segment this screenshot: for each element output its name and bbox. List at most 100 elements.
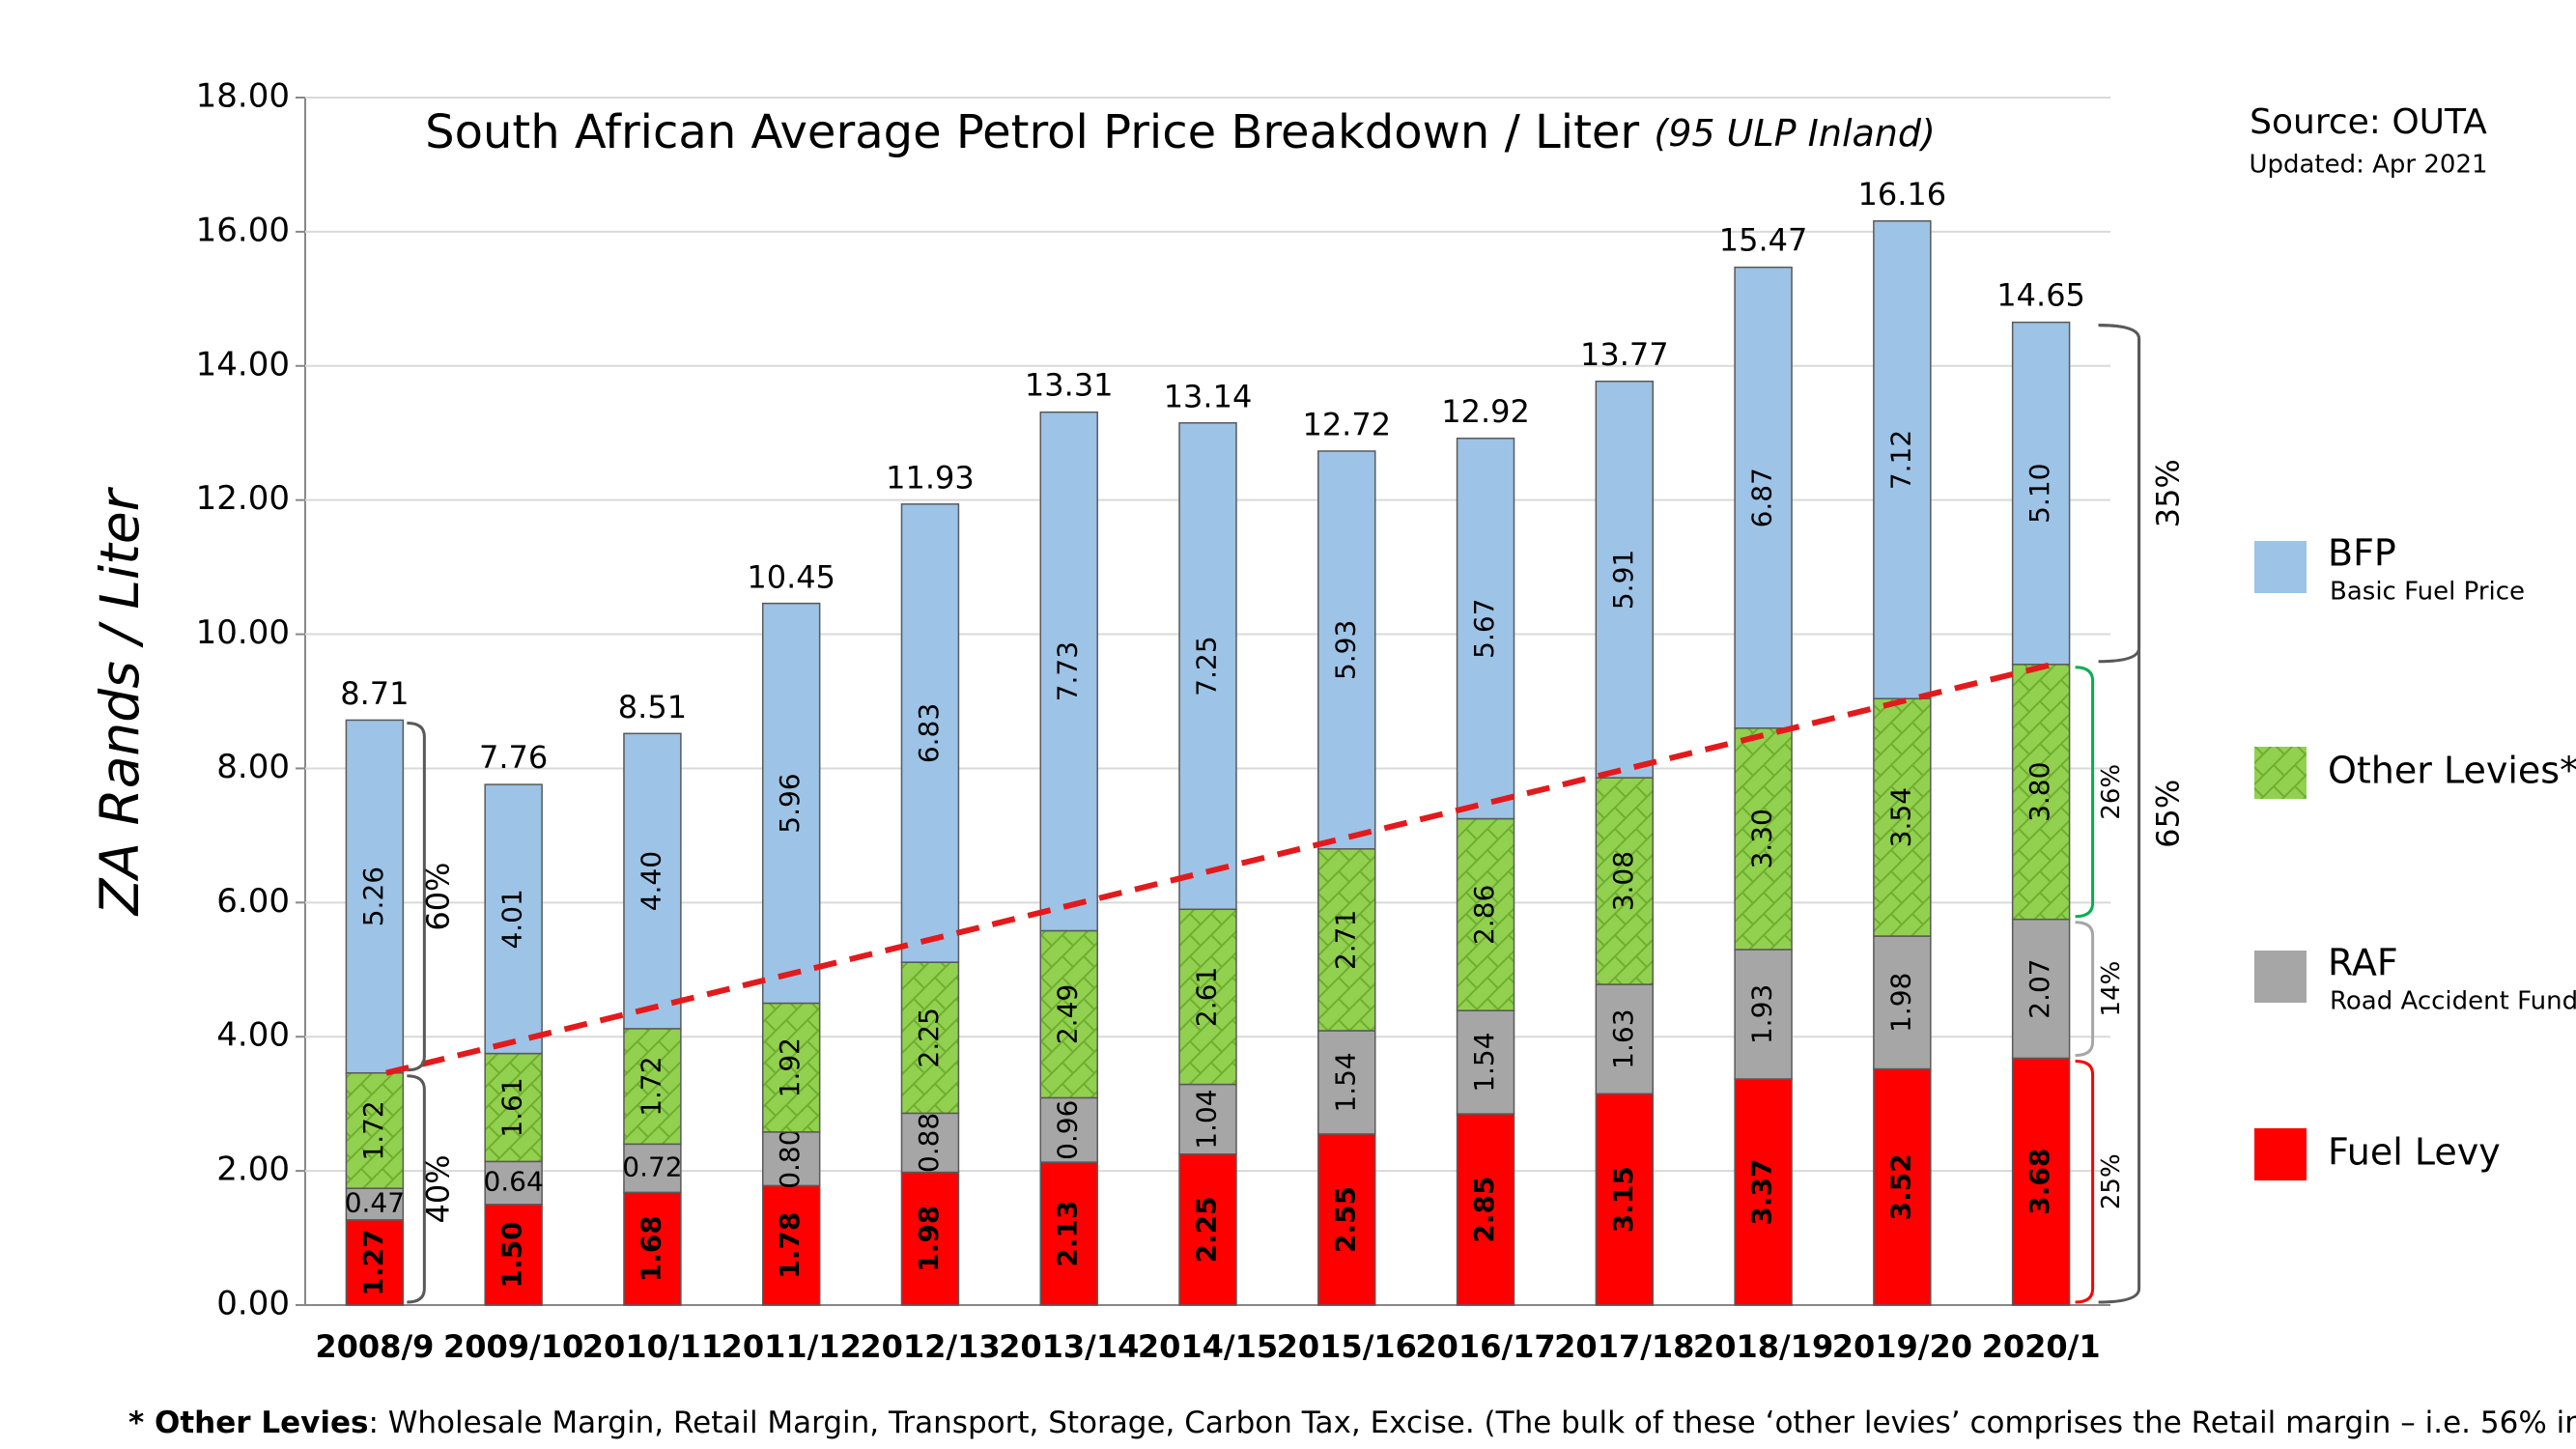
total-label: 12.72 — [1302, 407, 1391, 443]
bar-segment — [484, 1204, 543, 1306]
segment-label: 3.08 — [1607, 851, 1639, 911]
x-tick-label: 2011/12 — [722, 1328, 862, 1365]
total-label: 15.47 — [1719, 222, 1808, 259]
bar-segment — [1178, 1083, 1237, 1155]
segment-label: 0.64 — [483, 1166, 543, 1198]
bar-segment — [1734, 1078, 1793, 1306]
bar-segment — [1456, 817, 1515, 1011]
bracket — [2075, 1059, 2095, 1304]
bar-segment — [761, 602, 821, 1005]
segment-label: 3.52 — [1884, 1153, 1916, 1220]
annotation: 60% — [419, 863, 456, 931]
x-tick-label: 2015/16 — [1277, 1328, 1417, 1365]
segment-label: 2.25 — [1191, 1196, 1223, 1263]
segment-label: 1.63 — [1607, 1009, 1639, 1068]
bar-segment — [1178, 422, 1237, 911]
total-label: 14.65 — [1996, 277, 2085, 314]
segment-label: 5.91 — [1607, 550, 1639, 610]
bar-segment — [1039, 929, 1098, 1099]
total-label: 13.77 — [1580, 336, 1669, 373]
bar-segment — [484, 1052, 543, 1163]
x-tick-label: 2008/9 — [315, 1328, 434, 1365]
total-label: 13.31 — [1025, 367, 1114, 404]
x-tick-label: 2020/1 — [1982, 1328, 2101, 1365]
annotation: 40% — [419, 1154, 456, 1223]
bar-segment — [1734, 949, 1793, 1080]
footnote-bold: * Other Levies — [128, 1406, 368, 1440]
bar-segment — [1317, 1030, 1376, 1135]
segment-label: 1.54 — [1329, 1052, 1361, 1112]
bar-segment — [761, 1002, 821, 1133]
y-tick-label: 14.00 — [196, 345, 290, 384]
x-tick-label: 2019/20 — [1832, 1328, 1972, 1365]
segment-label: 2.49 — [1052, 984, 1084, 1044]
segment-label: 2.55 — [1329, 1186, 1361, 1253]
segment-label: 1.93 — [1746, 984, 1778, 1044]
total-label: 11.93 — [886, 460, 975, 497]
bar-segment — [1873, 935, 1932, 1070]
legend-swatch — [2254, 747, 2307, 799]
y-tick-label: 6.00 — [216, 882, 290, 921]
y-tick-label: 8.00 — [216, 748, 290, 786]
segment-label: 2.13 — [1052, 1200, 1084, 1266]
segment-label: 0.88 — [913, 1113, 945, 1173]
bar-segment — [623, 1191, 682, 1306]
legend-description: Basic Fuel Price — [2330, 578, 2525, 607]
segment-label: 5.26 — [357, 867, 389, 926]
bracket — [407, 1074, 426, 1304]
bar-segment — [2011, 664, 2071, 921]
segment-label: 4.40 — [635, 851, 666, 911]
bar-segment — [1039, 1096, 1098, 1163]
segment-label: 1.54 — [1468, 1032, 1500, 1092]
title-main: South African Average Petrol Price Break… — [425, 105, 1639, 159]
bar-segment — [345, 719, 405, 1074]
footnote: * Other Levies: Wholesale Margin, Retail… — [128, 1406, 2576, 1440]
annotation: 25% — [2097, 1153, 2126, 1209]
bar-segment — [345, 1219, 405, 1306]
legend-swatch — [2254, 951, 2307, 1003]
bar-segment — [1456, 438, 1515, 820]
segment-label: 1.68 — [635, 1215, 666, 1282]
legend-label: RAF — [2328, 942, 2398, 984]
segment-label: 2.86 — [1468, 885, 1500, 945]
bar-segment — [900, 1112, 960, 1174]
bar-segment — [2011, 321, 2071, 666]
bar-segment — [1039, 1161, 1098, 1306]
bar-segment — [1873, 697, 1932, 937]
segment-label: 1.98 — [1884, 973, 1916, 1033]
total-label: 7.76 — [479, 739, 548, 776]
bar-segment — [1595, 381, 1655, 779]
y-tick-label: 4.00 — [216, 1016, 290, 1055]
y-tick-label: 12.00 — [196, 479, 290, 518]
y-tick-label: 16.00 — [196, 211, 290, 249]
y-tick-label: 10.00 — [196, 613, 290, 652]
y-tick-label: 18.00 — [196, 77, 290, 116]
segment-label: 2.61 — [1191, 967, 1223, 1027]
segment-label: 7.25 — [1191, 636, 1223, 696]
segment-label: 5.67 — [1468, 598, 1500, 658]
bar-segment — [623, 732, 682, 1030]
x-tick-label: 2017/18 — [1554, 1328, 1694, 1365]
x-tick-label: 2012/13 — [860, 1328, 1000, 1365]
bracket — [2075, 921, 2095, 1057]
segment-label: 4.01 — [496, 889, 528, 949]
bar-segment — [484, 1160, 543, 1206]
total-label: 8.51 — [618, 689, 687, 725]
bar-segment — [484, 783, 543, 1055]
segment-label: 1.92 — [774, 1037, 806, 1097]
bar-segment — [1595, 777, 1655, 985]
updated: Updated: Apr 2021 — [2249, 151, 2487, 180]
legend-label: Other Levies* — [2328, 750, 2576, 792]
total-label: 12.92 — [1441, 393, 1530, 430]
annotation: 65% — [2150, 780, 2187, 848]
title-sub: (95 ULP Inland) — [1654, 112, 1935, 155]
legend-swatch — [2254, 541, 2307, 593]
bar-segment — [761, 1131, 821, 1187]
segment-label: 1.78 — [774, 1212, 806, 1279]
y-tick-label: 2.00 — [216, 1151, 290, 1189]
segment-label: 5.96 — [774, 773, 806, 833]
bar-segment — [623, 1028, 682, 1146]
y-tick-label: 0.00 — [216, 1285, 290, 1323]
x-tick-label: 2014/15 — [1138, 1328, 1278, 1365]
